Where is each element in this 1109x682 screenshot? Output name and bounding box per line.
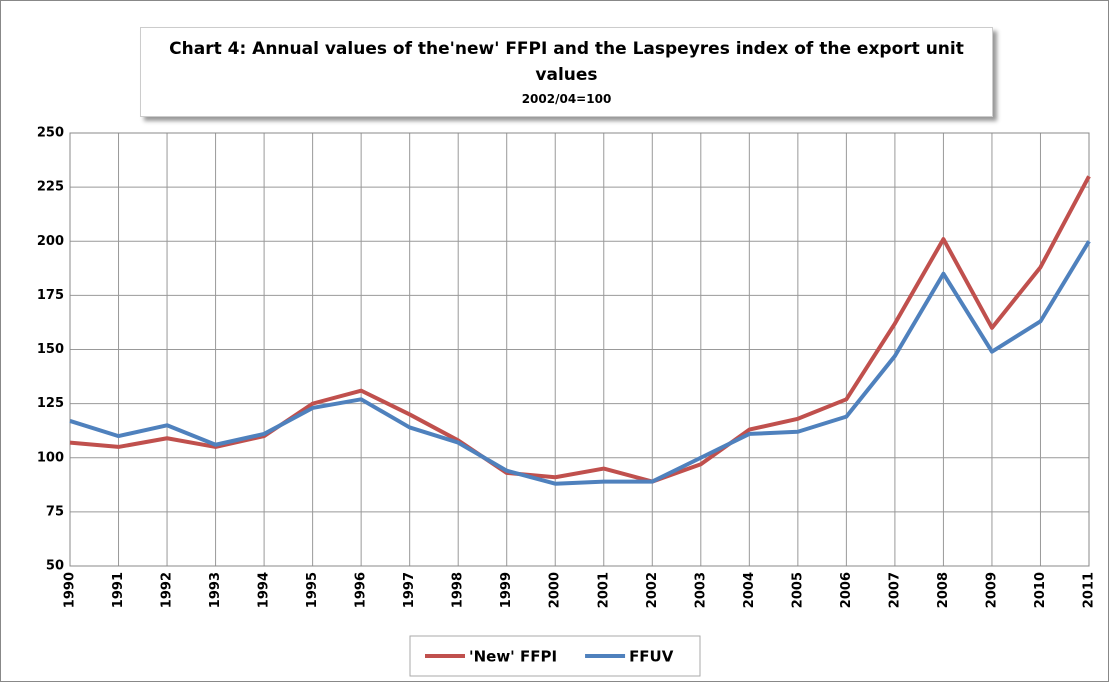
y-tick-label: 250 <box>37 126 64 141</box>
y-tick-label: 50 <box>46 559 64 574</box>
x-tick-label: 2005 <box>790 572 805 608</box>
x-tick-label: 1993 <box>208 572 223 608</box>
plot-border <box>69 132 1090 567</box>
chart-title: Chart 4: Annual values of the'new' FFPI … <box>169 39 964 85</box>
y-tick-label: 175 <box>37 288 64 303</box>
title-box: Chart 4: Annual values of the'new' FFPI … <box>140 27 993 117</box>
x-tick-label: 1996 <box>354 572 369 608</box>
x-tick-label: 2011 <box>1082 572 1097 608</box>
x-tick-label: 2004 <box>742 572 757 608</box>
y-tick-label: 125 <box>37 396 64 411</box>
x-tick-label: 2000 <box>548 572 563 608</box>
x-tick-label: 1994 <box>257 572 272 608</box>
x-tick-label: 1997 <box>402 572 417 608</box>
series-line <box>69 240 1091 486</box>
legend-label: 'New' FFPI <box>469 648 557 666</box>
x-tick-label: 2003 <box>693 572 708 608</box>
y-tick-label: 100 <box>37 450 64 465</box>
y-tick-label: 75 <box>46 504 64 519</box>
x-tick-label: 2007 <box>887 572 902 608</box>
x-tick-label: 1992 <box>160 572 175 608</box>
chart-subtitle: 2002/04=100 <box>521 92 612 106</box>
x-tick-label: 2008 <box>936 572 951 608</box>
y-tick-label: 200 <box>37 234 64 249</box>
x-tick-label: 1998 <box>451 572 466 608</box>
y-tick-label: 225 <box>37 180 64 195</box>
legend-label: FFUV <box>629 648 674 666</box>
x-tick-label: 2002 <box>645 572 660 608</box>
y-tick-label: 150 <box>37 342 64 357</box>
x-tick-label: 2009 <box>984 572 999 608</box>
x-tick-label: 1999 <box>499 572 514 608</box>
series-line <box>69 175 1091 484</box>
x-tick-label: 1991 <box>111 572 126 608</box>
x-tick-label: 2010 <box>1033 572 1048 608</box>
x-tick-label: 1995 <box>305 572 320 608</box>
x-tick-label: 2006 <box>839 572 854 608</box>
x-tick-label: 1990 <box>63 572 78 608</box>
x-tick-label: 2001 <box>596 572 611 608</box>
